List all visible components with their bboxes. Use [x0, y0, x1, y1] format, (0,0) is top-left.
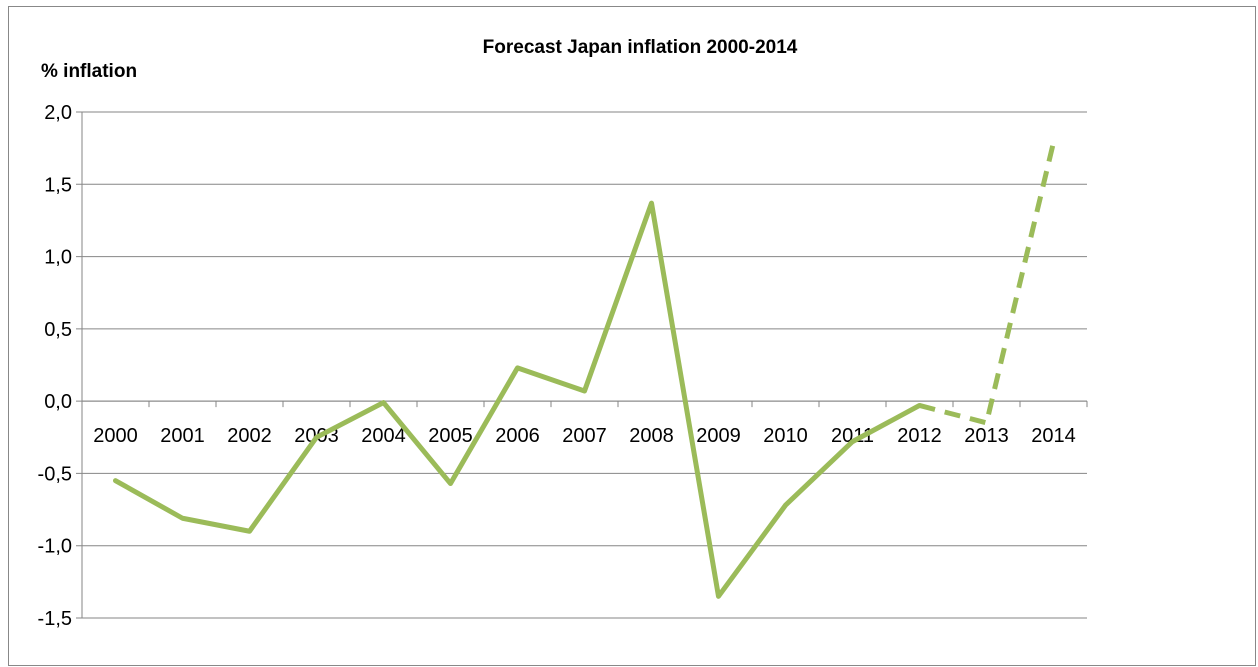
x-tick-label: 2012: [897, 425, 942, 447]
series-line-actual: [113, 200, 922, 599]
series-line-forecast: [918, 141, 1056, 426]
x-tick-label: 2011: [831, 425, 874, 447]
x-tick-label: 2014: [1031, 425, 1076, 447]
y-tick-label: -1,5: [38, 608, 72, 630]
x-tick-labels: 2000 2001 2002 2003 2004 2005 2006 2007 2008 2009…: [93, 425, 1076, 447]
y-tick-label: -1,0: [38, 536, 72, 558]
x-tick-label: 2007: [562, 425, 607, 447]
y-tick-label: 1,0: [44, 247, 72, 269]
x-tick-label: 2001: [160, 425, 205, 447]
axes: [81, 112, 1088, 618]
x-tick-label: 2010: [763, 425, 808, 447]
y-tick-label: 1,5: [44, 174, 72, 196]
x-tick-label: 2005: [428, 425, 473, 447]
y-tick-labels: 2,0 1,5 1,0 0,5 0,0 -0,5 -1,0 -1,5: [38, 102, 72, 630]
x-tick-label: 2009: [696, 425, 741, 447]
y-tick-label: 2,0: [44, 102, 72, 124]
x-tick-label: 2004: [361, 425, 406, 447]
y-axis-label: % inflation: [41, 61, 137, 82]
chart-frame: Forecast Japan inflation 2000-2014 % inf…: [8, 6, 1256, 666]
x-tick-label: 2008: [629, 425, 674, 447]
x-tick-label: 2006: [495, 425, 540, 447]
x-tick-label: 2002: [227, 425, 272, 447]
y-tick-label: -0,5: [38, 463, 72, 485]
gridlines: [76, 111, 1087, 619]
x-tick-label: 2013: [964, 425, 1009, 447]
chart-title: Forecast Japan inflation 2000-2014: [483, 37, 798, 58]
y-tick-label: 0,0: [44, 391, 72, 413]
x-tick-label: 2000: [93, 425, 138, 447]
series-lines: [113, 141, 1056, 599]
y-tick-label: 0,5: [44, 319, 72, 341]
line-chart: Forecast Japan inflation 2000-2014 % inf…: [38, 37, 1088, 630]
